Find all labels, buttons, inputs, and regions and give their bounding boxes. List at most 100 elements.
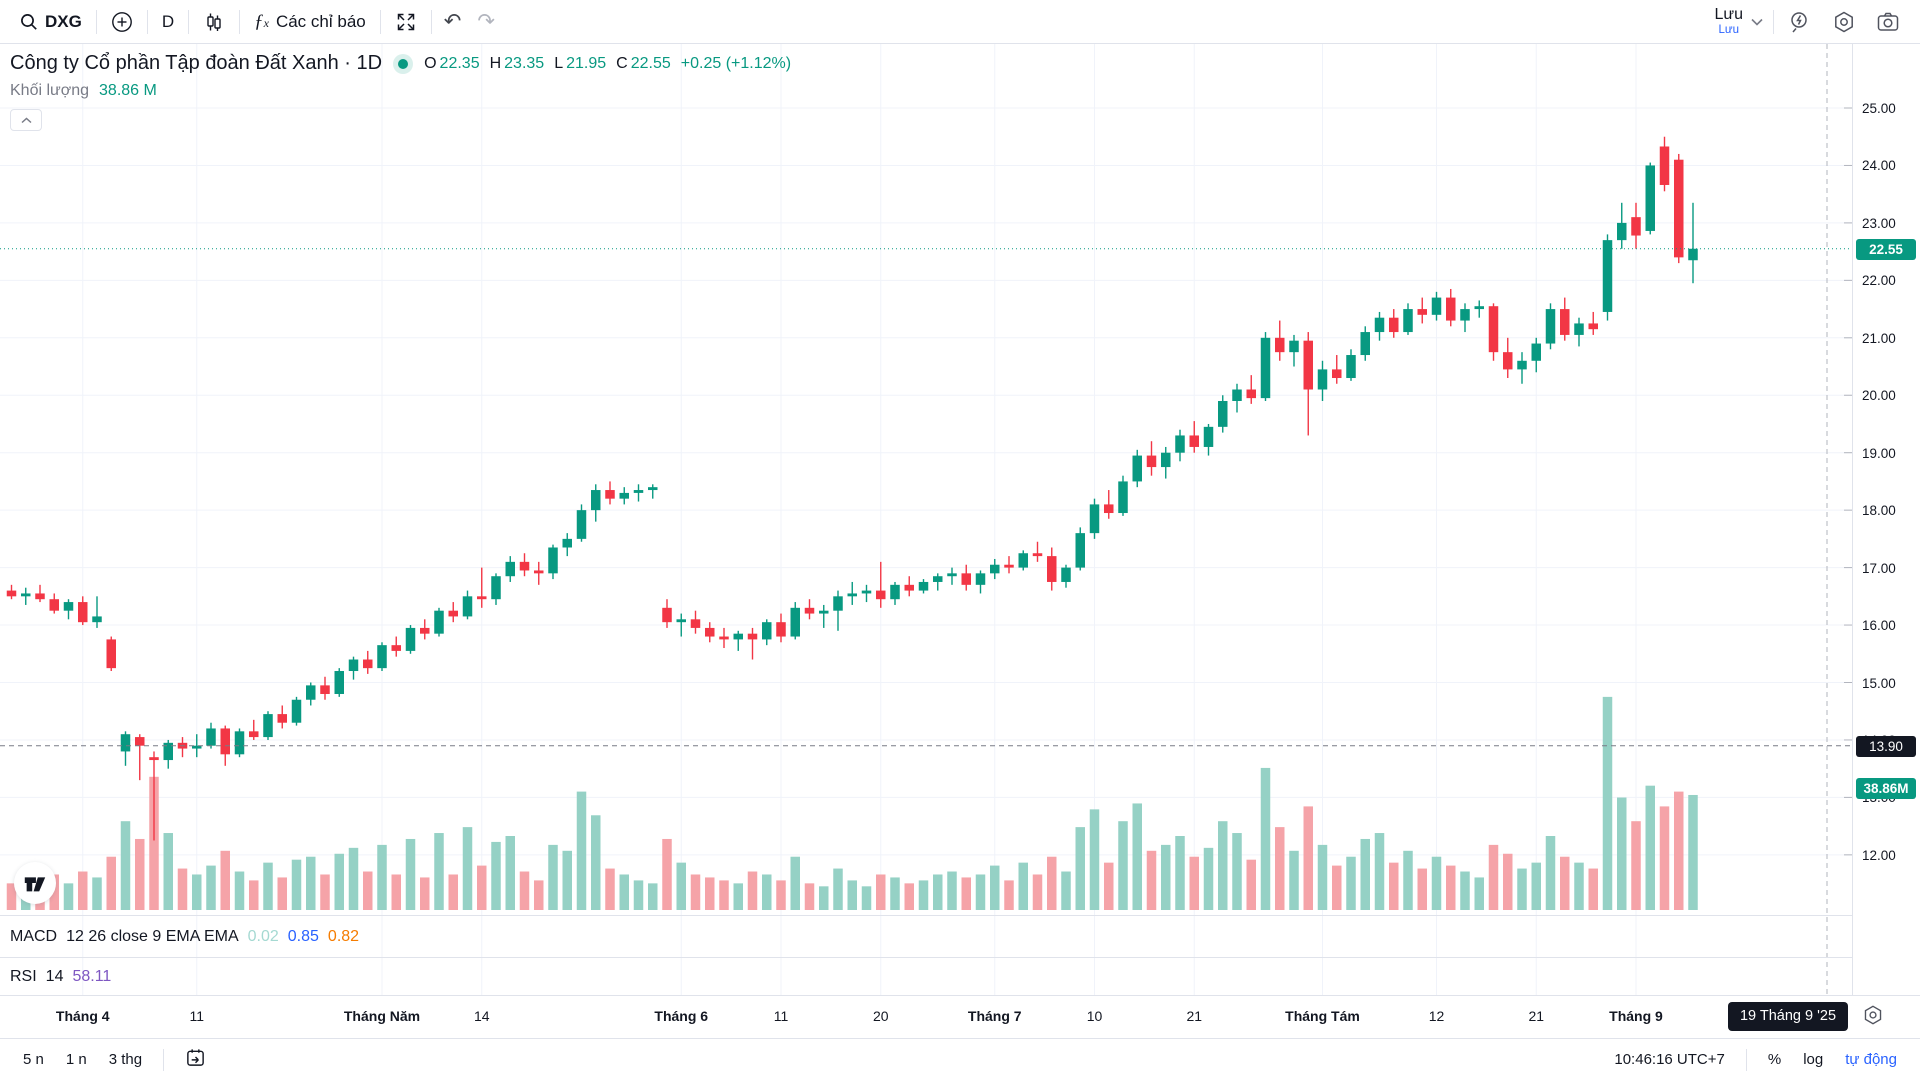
open-value: 22.35 bbox=[439, 54, 480, 72]
candle-body bbox=[234, 731, 245, 755]
volume-bar bbox=[548, 844, 558, 910]
time-axis[interactable]: 19 Tháng 9 '25 Tháng 4 11 Tháng Năm 14 Tháng… bbox=[0, 995, 1920, 1039]
tradingview-logo[interactable] bbox=[14, 862, 56, 904]
volume-bar bbox=[933, 874, 943, 910]
volume-bar bbox=[1545, 836, 1556, 910]
undo-button[interactable]: ↶ bbox=[443, 10, 462, 33]
candle-body bbox=[1574, 323, 1584, 335]
go-to-date-button[interactable] bbox=[176, 1043, 215, 1076]
volume-bar bbox=[861, 886, 872, 910]
indicators-button[interactable]: ƒx Các chỉ báo bbox=[244, 6, 376, 38]
time-axis-label: 21 bbox=[1528, 1008, 1545, 1024]
volume-bar bbox=[1474, 877, 1484, 910]
volume-bar bbox=[1517, 868, 1527, 910]
percent-scale-button[interactable]: % bbox=[1767, 1051, 1782, 1068]
symbol-search-button[interactable]: DXG bbox=[10, 6, 92, 38]
range-5d-button[interactable]: 5 n bbox=[23, 1051, 44, 1068]
candle-body bbox=[1332, 369, 1342, 379]
volume-bar bbox=[120, 821, 131, 910]
candle-body bbox=[1645, 165, 1655, 231]
candle-body bbox=[206, 728, 216, 746]
time-axis-label: 12 bbox=[1428, 1008, 1445, 1024]
candle-body bbox=[1161, 452, 1171, 468]
time-axis-label: 21 bbox=[1186, 1008, 1203, 1024]
fullscreen-button[interactable] bbox=[385, 6, 427, 38]
price-axis[interactable]: 25.00 24.00 23.00 22.00 21.00 20.00 19.00 18.00… bbox=[1852, 44, 1920, 995]
time-axis-label: Tháng 6 bbox=[654, 1008, 709, 1024]
price-axis-label: 17.00 bbox=[1862, 560, 1896, 576]
volume-bar bbox=[405, 838, 416, 910]
interval-label: D bbox=[161, 11, 175, 31]
chart-canvas[interactable] bbox=[0, 0, 1852, 995]
time-axis-settings-button[interactable] bbox=[1862, 1004, 1884, 1031]
candle-body bbox=[918, 581, 929, 591]
candle-body bbox=[947, 573, 957, 577]
chart-style-button[interactable] bbox=[193, 6, 235, 38]
toolbar-separator bbox=[430, 9, 432, 34]
candle-body bbox=[633, 490, 644, 493]
rsi-pane-row[interactable]: RSI 14 58.11 bbox=[0, 957, 1852, 995]
volume-axis-badge: 38.86M bbox=[1856, 778, 1916, 799]
clock-utc[interactable]: 10:46:16 UTC+7 bbox=[1614, 1051, 1725, 1068]
compare-add-button[interactable] bbox=[101, 6, 143, 38]
volume-bar bbox=[918, 880, 929, 910]
volume-bar bbox=[1374, 833, 1385, 910]
settings-button[interactable] bbox=[1822, 6, 1866, 38]
collapse-legend-button[interactable] bbox=[10, 109, 42, 131]
candle-body bbox=[477, 596, 487, 600]
volume-bar bbox=[676, 862, 686, 910]
volume-bar bbox=[1488, 844, 1499, 910]
toolbar-separator bbox=[379, 9, 381, 34]
volume-bar bbox=[106, 856, 116, 910]
volume-bar bbox=[591, 815, 601, 910]
gear-icon bbox=[1835, 11, 1853, 32]
candle-body bbox=[1431, 297, 1442, 315]
candle-body bbox=[92, 616, 102, 623]
candle-body bbox=[1588, 323, 1598, 330]
save-layout-button[interactable]: Lưu Lưu bbox=[1714, 6, 1743, 36]
volume-bar bbox=[819, 886, 829, 910]
volume-bar bbox=[990, 865, 1000, 910]
snapshot-button[interactable] bbox=[1866, 6, 1910, 38]
toolbar-left-group: DXG D ƒx Các chỉ báo ↶ bbox=[10, 6, 503, 38]
price-axis-label: 15.00 bbox=[1862, 675, 1896, 691]
toolbar-separator bbox=[146, 9, 148, 34]
volume-bar bbox=[1446, 865, 1456, 910]
volume-bar bbox=[434, 833, 444, 910]
candle-body bbox=[648, 487, 658, 491]
symbol-title[interactable]: Công ty Cổ phần Tập đoàn Đất Xanh · 1D bbox=[10, 52, 383, 74]
quick-search-button[interactable] bbox=[1778, 6, 1822, 38]
interval-button[interactable]: D bbox=[152, 6, 184, 38]
volume-bar bbox=[1018, 862, 1028, 910]
market-status-dot[interactable] bbox=[398, 58, 409, 69]
toolbar-separator bbox=[95, 9, 97, 34]
chevron-down-icon bbox=[1751, 18, 1763, 26]
range-1m-button[interactable]: 1 n bbox=[65, 1051, 87, 1068]
macd-pane-row[interactable]: MACD 12 26 close 9 EMA EMA 0.02 0.85 0.8… bbox=[0, 915, 1852, 957]
candle-body bbox=[320, 685, 330, 694]
candle-body bbox=[220, 728, 230, 755]
candle-body bbox=[49, 599, 59, 611]
range-3m-button[interactable]: 3 thg bbox=[108, 1051, 143, 1068]
candle-body bbox=[562, 538, 572, 548]
volume-bar bbox=[49, 874, 59, 910]
volume-bar bbox=[63, 883, 74, 910]
candle-body bbox=[833, 596, 843, 611]
redo-button[interactable]: ↷ bbox=[477, 10, 495, 33]
volume-bar bbox=[648, 883, 658, 910]
macd-hist-value: 0.02 bbox=[247, 927, 279, 945]
save-menu-chevron[interactable] bbox=[1745, 6, 1769, 38]
volume-label[interactable]: Khối lượng bbox=[10, 82, 90, 99]
chart-stage: Công ty Cổ phần Tập đoàn Đất Xanh · 1D O… bbox=[0, 44, 1920, 1039]
candle-body bbox=[1631, 217, 1641, 236]
gear-icon bbox=[1864, 1005, 1882, 1025]
volume-bar bbox=[377, 844, 387, 910]
save-tooltip: Lưu bbox=[1718, 23, 1739, 36]
candle-body bbox=[263, 714, 273, 738]
volume-bar bbox=[334, 853, 344, 910]
log-scale-button[interactable]: log bbox=[1803, 1051, 1824, 1068]
auto-scale-button[interactable]: tự động bbox=[1845, 1051, 1897, 1068]
calendar-icon bbox=[187, 1049, 204, 1066]
volume-bar bbox=[1146, 850, 1157, 910]
volume-bar bbox=[833, 868, 843, 910]
